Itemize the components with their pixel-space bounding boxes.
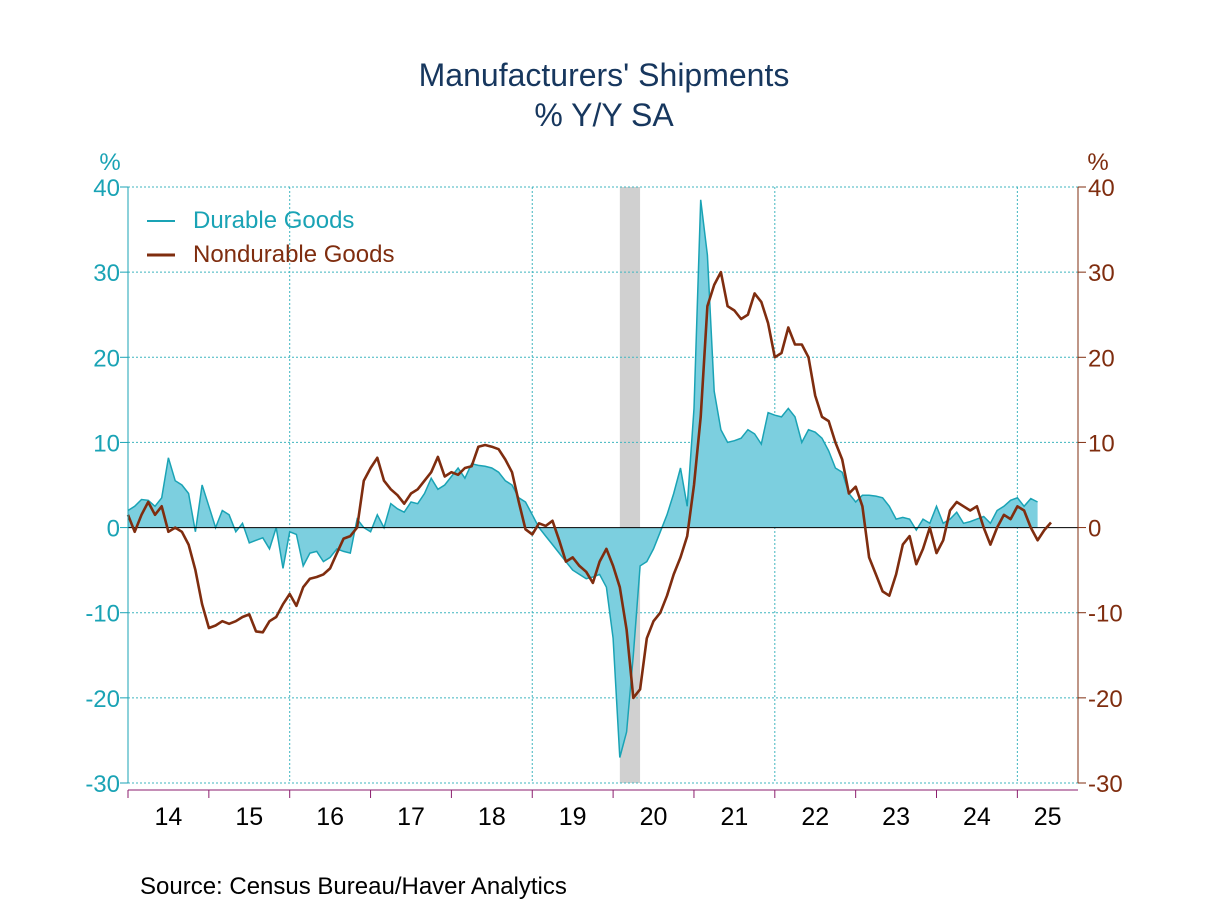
nondurable-goods-line <box>126 270 1052 700</box>
x-tick-label: 24 <box>963 803 991 831</box>
x-tick-label: 23 <box>882 803 910 831</box>
right-tick-label: -30 <box>1088 771 1123 798</box>
x-tick-label: 22 <box>801 803 829 831</box>
left-tick-label: 10 <box>93 430 120 457</box>
right-axis-unit: % <box>1087 149 1108 176</box>
x-tick-label: 20 <box>640 803 668 831</box>
right-tick-label: 20 <box>1088 345 1115 372</box>
left-tick-label: -30 <box>85 771 120 798</box>
left-y-axis: 40 30 20 10 0 -10 -20 -30 <box>85 175 129 798</box>
x-tick-label: 16 <box>316 803 344 831</box>
left-tick-label: -20 <box>85 686 120 713</box>
x-tick-label: 25 <box>1034 803 1062 831</box>
left-axis-unit: % <box>99 149 120 176</box>
x-tick-label: 18 <box>478 803 506 831</box>
grid-lines <box>128 186 1078 784</box>
right-tick-label: 30 <box>1088 260 1115 287</box>
chart-subtitle: % Y/Y SA <box>534 97 674 133</box>
left-tick-label: 40 <box>93 175 120 202</box>
source-note: Source: Census Bureau/Haver Analytics <box>140 873 567 900</box>
x-tick-label: 17 <box>397 803 425 831</box>
right-tick-label: 10 <box>1088 430 1115 457</box>
x-tick-label: 21 <box>720 803 748 831</box>
left-tick-label: 20 <box>93 345 120 372</box>
x-tick-label: 14 <box>155 803 183 831</box>
chart-title: Manufacturers' Shipments <box>419 57 790 93</box>
legend-label-nondurable: Nondurable Goods <box>193 241 394 268</box>
left-tick-label: -10 <box>85 601 120 628</box>
left-tick-label: 0 <box>107 516 120 543</box>
right-y-axis: 40 30 20 10 0 -10 -20 -30 <box>1077 175 1123 798</box>
x-tick-label: 15 <box>235 803 263 831</box>
x-tick-label: 19 <box>559 803 587 831</box>
left-tick-label: 30 <box>93 260 120 287</box>
right-tick-label: 0 <box>1088 516 1101 543</box>
durable-goods-series <box>127 199 1038 758</box>
right-tick-label: -10 <box>1088 601 1123 628</box>
legend-label-durable: Durable Goods <box>193 207 354 234</box>
legend: Durable Goods Nondurable Goods <box>147 207 394 268</box>
x-axis: 14 15 16 17 18 19 20 21 22 23 24 25 <box>127 789 1078 831</box>
durable-goods-line <box>127 199 1038 758</box>
nondurable-goods-series <box>126 270 1052 700</box>
right-tick-label: -20 <box>1088 686 1123 713</box>
right-tick-label: 40 <box>1088 175 1115 202</box>
durable-goods-area <box>128 199 1038 758</box>
